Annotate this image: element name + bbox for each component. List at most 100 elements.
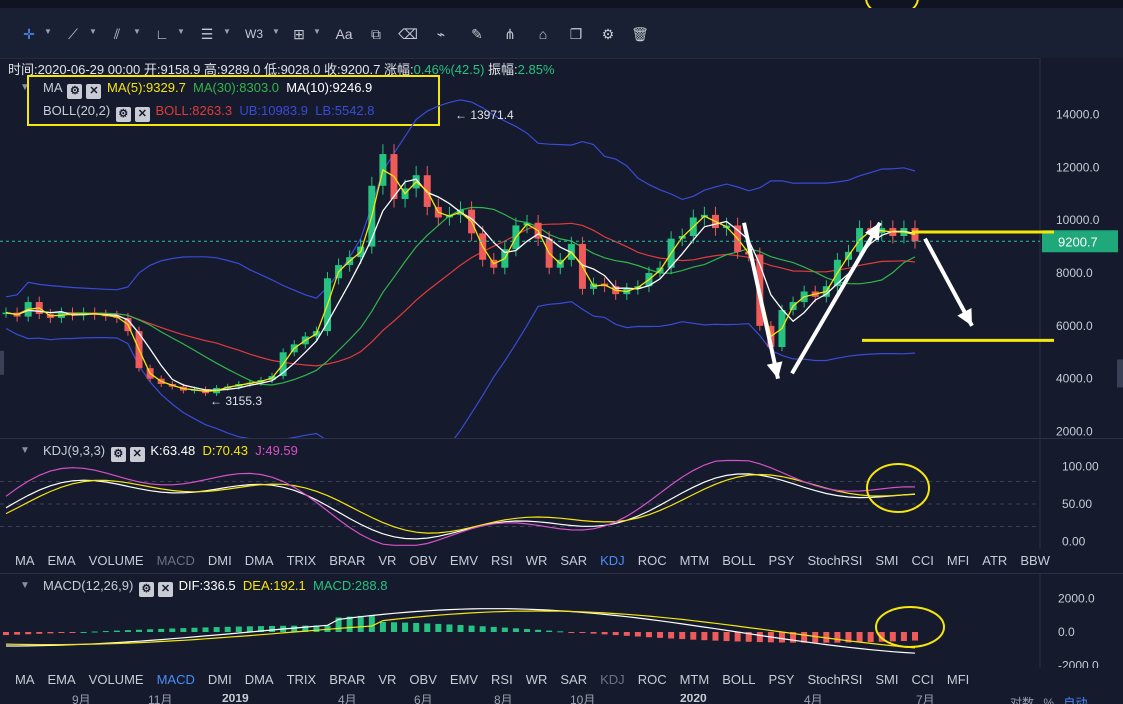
indicator-tab-roc[interactable]: ROC [637, 672, 667, 687]
indicator-tab-brar[interactable]: BRAR [329, 553, 366, 568]
indicator-tab-mtm[interactable]: MTM [679, 553, 710, 568]
auto-scale-toggle[interactable]: 自动 [1063, 696, 1088, 704]
pattern-icon[interactable]: ⌁ [436, 26, 446, 42]
macd-histogram-bar [379, 621, 386, 632]
indicator-tab-vr[interactable]: VR [378, 553, 397, 568]
indicator-tab-mfi[interactable]: MFI [946, 553, 970, 568]
chevron-down-icon[interactable]: ▼ [89, 27, 97, 36]
indicator-tab-emv[interactable]: EMV [449, 672, 479, 687]
indicator-tab-ema[interactable]: EMA [47, 672, 76, 687]
indicator-tab-roc[interactable]: ROC [637, 553, 667, 568]
collapse-icon[interactable]: ▼ [20, 445, 30, 456]
indicator-tab-sar[interactable]: SAR [560, 672, 588, 687]
indicator-tab-volume[interactable]: VOLUME [88, 672, 144, 687]
y-tick-label: 14000.0 [1056, 107, 1100, 121]
indicator-tab-brar[interactable]: BRAR [329, 672, 366, 687]
indicator-tab-kdj[interactable]: KDJ [600, 672, 625, 687]
indicator-tab-cci[interactable]: CCI [911, 553, 934, 568]
log-scale-toggle[interactable]: 对数 [1010, 696, 1035, 704]
indicator-tab-dma[interactable]: DMA [244, 553, 274, 568]
magnet-icon[interactable]: ⧉ [371, 26, 381, 42]
indicator-tab-obv[interactable]: OBV [409, 553, 437, 568]
indicator-tab-mtm[interactable]: MTM [679, 672, 710, 687]
indicator-tab-wr[interactable]: WR [525, 553, 548, 568]
indicator-tab-rsi[interactable]: RSI [491, 672, 513, 687]
close-icon[interactable]: ✕ [86, 84, 102, 99]
chevron-down-icon[interactable]: ▼ [223, 27, 231, 36]
indicator-tab-rsi[interactable]: RSI [491, 553, 513, 568]
text-icon[interactable]: Aa [335, 26, 353, 42]
indicator-tab-emv[interactable]: EMV [449, 553, 479, 568]
angle-line-icon[interactable]: ∟ [155, 26, 169, 42]
macd-histogram-bar [69, 632, 76, 633]
indicator-tab-ema[interactable]: EMA [47, 553, 76, 568]
indicator-tab-vr[interactable]: VR [378, 672, 397, 687]
indicator-tab-volume[interactable]: VOLUME [88, 553, 144, 568]
collapse-icon[interactable]: ▼ [20, 580, 30, 591]
indicator-tab-kdj[interactable]: KDJ [600, 553, 625, 568]
collapse-icon[interactable]: ▼ [20, 82, 30, 93]
kdj-chart[interactable]: 100.00 50.00 0.00 [0, 439, 1123, 549]
horizontal-lines-icon[interactable]: ☰ [200, 26, 214, 42]
percent-scale-toggle[interactable]: % [1043, 696, 1055, 704]
trend-line-icon[interactable]: ⟋ [68, 26, 78, 42]
indicator-tab-boll[interactable]: BOLL [722, 672, 756, 687]
wave-icon[interactable]: W3 [245, 27, 263, 41]
indicator-tab-trix[interactable]: TRIX [286, 553, 317, 568]
indicator-tab-macd[interactable]: MACD [156, 672, 195, 687]
macd-histogram-bar [856, 632, 863, 643]
indicator-tab-trix[interactable]: TRIX [286, 672, 317, 687]
indicator-tab-psy[interactable]: PSY [768, 553, 795, 568]
indicator-tab-obv[interactable]: OBV [409, 672, 437, 687]
indicator-tab-mfi[interactable]: MFI [946, 672, 970, 687]
gear-icon[interactable]: ⚙ [67, 84, 83, 99]
indicator-tab-stochrsi[interactable]: StochRSI [807, 672, 863, 687]
indicator-tab-smi[interactable]: SMI [875, 672, 899, 687]
indicator-tab-ma[interactable]: MA [15, 553, 35, 568]
close-icon[interactable]: ✕ [134, 107, 150, 122]
indicator-tab-ma[interactable]: MA [15, 672, 35, 687]
indicator-tab-bbw[interactable]: BBW [1020, 553, 1050, 568]
measure-icon[interactable]: ⋔ [504, 26, 516, 42]
eraser-icon[interactable]: ⌫ [398, 26, 418, 42]
chevron-down-icon[interactable]: ▼ [272, 27, 280, 36]
indicator-tab-cci[interactable]: CCI [911, 672, 934, 687]
macd-chart[interactable]: 2000.0 0.0 -2000.0 [0, 574, 1123, 668]
trash-icon[interactable]: 🗑 [631, 26, 649, 42]
chevron-down-icon[interactable]: ▼ [44, 27, 52, 36]
time-axis-label: 10月 [570, 694, 596, 704]
gear-icon[interactable]: ⚙ [138, 582, 154, 597]
indicator-tab-boll[interactable]: BOLL [722, 553, 756, 568]
close-icon[interactable]: ✕ [157, 582, 173, 597]
gear-icon[interactable]: ⚙ [115, 107, 131, 122]
indicator-tab-wr[interactable]: WR [525, 672, 548, 687]
indicator-tab-dma[interactable]: DMA [244, 672, 274, 687]
lock-icon[interactable]: ⌂ [538, 26, 548, 42]
chevron-down-icon[interactable]: ▼ [313, 27, 321, 36]
indicator-tab-atr[interactable]: ATR [982, 553, 1008, 568]
indicator-tab-dmi[interactable]: DMI [207, 553, 232, 568]
macd-histogram-bar [812, 632, 819, 643]
crosshair-icon[interactable]: ✛ [23, 26, 35, 42]
low-value: 9028.0 [280, 62, 321, 77]
indicator-tab-dmi[interactable]: DMI [207, 672, 232, 687]
indicator-tab-sar[interactable]: SAR [560, 553, 588, 568]
indicator-tab-macd[interactable]: MACD [156, 553, 195, 568]
parallel-channel-icon[interactable]: ⫽ [113, 26, 121, 42]
chevron-down-icon[interactable]: ▼ [177, 27, 185, 36]
indicator-tab-stochrsi[interactable]: StochRSI [807, 553, 863, 568]
copy-icon[interactable]: ❐ [569, 26, 583, 42]
indicator-tab-psy[interactable]: PSY [768, 672, 795, 687]
pencil-icon[interactable]: ✎ [471, 26, 483, 42]
time-axis-label: 7月 [916, 694, 935, 704]
gear-icon[interactable]: ⚙ [110, 447, 126, 462]
price-chart[interactable]: 14000.0 12000.0 10000.0 8000.0 6000.0 4000.0 2… [0, 58, 1123, 438]
close-icon[interactable]: ✕ [129, 447, 145, 462]
settings-list-icon[interactable]: ⚙ [601, 26, 615, 42]
y-tick-label: 4000.0 [1056, 372, 1093, 386]
macd-dea-line [5, 610, 916, 649]
macd-histogram-bar [80, 631, 87, 633]
rectangle-icon[interactable]: ⊞ [293, 26, 305, 42]
chevron-down-icon[interactable]: ▼ [133, 27, 141, 36]
indicator-tab-smi[interactable]: SMI [875, 553, 899, 568]
